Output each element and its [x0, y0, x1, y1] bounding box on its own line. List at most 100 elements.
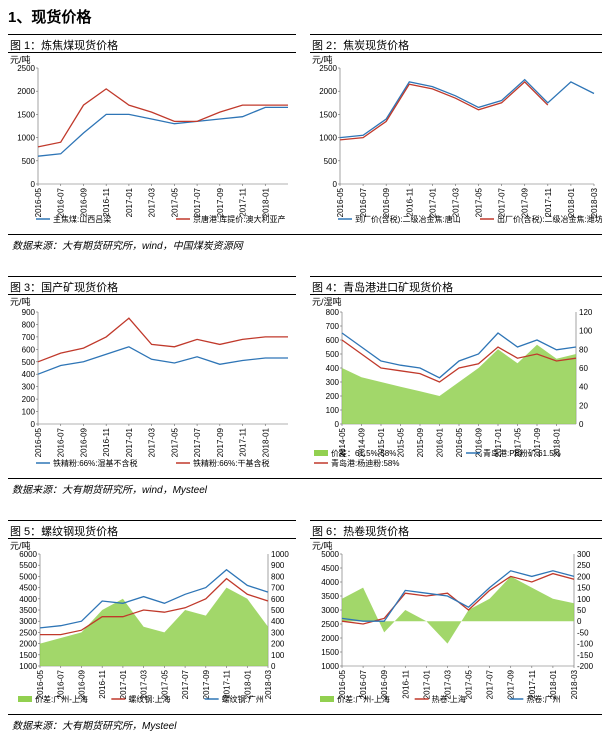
- fig6-ytick-2: 2000: [321, 634, 339, 643]
- fig4-ytick-4: 400: [326, 364, 340, 373]
- fig4-xtick-6: 2016-05: [455, 427, 464, 457]
- fig4-xtick-8: 2017-01: [494, 427, 503, 457]
- fig5-ytick-7: 4500: [19, 584, 37, 593]
- fig4-xtick-1: 2014-09: [358, 427, 367, 457]
- fig3-xtick-4: 2017-01: [125, 427, 134, 457]
- fig4-ytick-3: 300: [326, 378, 340, 387]
- fig2-xtick-10: 2018-01: [567, 187, 576, 217]
- fig2-xtick-8: 2017-09: [521, 187, 530, 217]
- fig5-y2tick-8: 800: [271, 572, 285, 581]
- fig3-xtick-5: 2017-03: [148, 427, 157, 457]
- fig1-series-1-line: [37, 88, 288, 148]
- fig6-series-2-line: [341, 570, 575, 622]
- fig3-xtick-9: 2017-11: [239, 427, 248, 456]
- fig4-y2tick-5: 100: [579, 327, 593, 336]
- fig3-ytick-5: 500: [22, 358, 36, 367]
- fig4-xtick-7: 2016-09: [475, 427, 484, 457]
- fig2-series-1-line: [339, 81, 549, 141]
- fig4-series-2-line: [341, 339, 577, 383]
- fig5-xtick-2: 2016-09: [77, 669, 86, 699]
- source-note-2: 数据来源：大有期货研究所，wind，Mysteel: [12, 485, 208, 496]
- fig5-ytick-4: 3000: [19, 617, 37, 626]
- fig6-xtick-9: 2017-11: [528, 669, 537, 698]
- fig4-xtick-5: 2016-01: [436, 427, 445, 457]
- fig1-xtick-7: 2017-07: [193, 187, 202, 217]
- fig4-y2tick-1: 20: [579, 401, 588, 410]
- fig2-ytick-1: 500: [324, 157, 338, 166]
- fig5-legend-0: 价差:广州-上海: [35, 694, 88, 704]
- fig5-ytick-10: 6000: [19, 550, 37, 559]
- fig2-ytick-4: 2000: [319, 87, 337, 96]
- fig5-series-2-line: [39, 568, 269, 629]
- fig5-xtick-1: 2016-07: [57, 669, 66, 699]
- fig3-legend-0: 铁精粉:66%:湿基不含税: [53, 458, 137, 468]
- fig4-ytick-8: 800: [326, 308, 340, 317]
- fig2-xtick-0: 2016-05: [336, 187, 345, 217]
- fig5-ytick-5: 3500: [19, 606, 37, 615]
- fig1-title: 图 1：炼焦煤现货价格: [10, 40, 119, 52]
- fig3-top-rule: [8, 276, 296, 277]
- fig3-ytick-1: 100: [22, 408, 36, 417]
- fig6-xtick-4: 2017-01: [422, 669, 431, 699]
- fig3-title-rule: [8, 294, 296, 295]
- source-note-3: 数据来源：大有期货研究所，Mysteel: [12, 721, 177, 732]
- fig2-legend-0: 到厂价(含税):二级冶金焦:唐山: [355, 214, 461, 224]
- fig2-xtick-2: 2016-09: [382, 187, 391, 217]
- fig6-xtick-6: 2017-05: [465, 669, 474, 699]
- fig1-xtick-1: 2016-07: [57, 187, 66, 217]
- fig3-ytick-0: 0: [31, 420, 36, 429]
- fig5-series-1-line: [40, 577, 269, 636]
- fig4-xtick-11: 2018-01: [553, 427, 562, 457]
- fig6-xtick-3: 2016-11: [401, 669, 410, 698]
- fig2-ytick-2: 1000: [319, 134, 337, 143]
- fig6-xtick-8: 2017-09: [507, 669, 516, 699]
- fig5-top-rule: [8, 520, 296, 521]
- fig4-xtick-2: 2015-01: [377, 427, 386, 457]
- fig4-ytick-1: 100: [326, 406, 340, 415]
- fig6-legend-0: 价差:广州-上海: [337, 694, 390, 704]
- fig5-series-0-area: [40, 587, 268, 666]
- fig3-xtick-6: 2017-05: [170, 427, 179, 457]
- fig5-y2tick-10: 1000: [271, 550, 289, 559]
- fig3-xtick-2: 2016-09: [79, 427, 88, 457]
- fig1-legend-0: 主焦煤:山西吕梁: [53, 214, 111, 224]
- fig4-ylabel: 元/湿吨: [312, 296, 342, 307]
- fig4-top-rule: [310, 276, 602, 277]
- section-title: 1、现货价格: [8, 9, 92, 26]
- fig1-ytick-0: 0: [31, 180, 36, 189]
- fig4-chart: 元/湿吨 0 100 200 300 400 500 600 700 800 0 20 40 60 80 10…: [312, 296, 593, 468]
- fig1-ytick-4: 2000: [17, 87, 35, 96]
- fig6-series-0-area: [342, 576, 574, 644]
- fig6-ytick-6: 4000: [321, 578, 339, 587]
- fig6-title: 图 6：热卷现货价格: [312, 526, 410, 538]
- fig6-y2tick-7: 150: [577, 584, 591, 593]
- row2-bottom-rule: [8, 478, 602, 479]
- fig4-y2tick-6: 120: [579, 308, 593, 317]
- fig6-ytick-7: 4500: [321, 564, 339, 573]
- fig3-xtick-1: 2016-07: [57, 427, 66, 457]
- fig5-y2tick-7: 700: [271, 584, 285, 593]
- fig1-xtick-3: 2016-11: [102, 187, 111, 216]
- fig6-y2tick-8: 200: [577, 572, 591, 581]
- fig2-series-0-line: [339, 78, 595, 139]
- fig3-series-0-line: [37, 346, 288, 375]
- fig6-ytick-4: 3000: [321, 606, 339, 615]
- fig2-top-rule: [310, 34, 602, 35]
- row1-bottom-rule: [8, 234, 602, 235]
- fig1-xtick-6: 2017-05: [170, 187, 179, 217]
- fig2-xtick-5: 2017-03: [451, 187, 460, 217]
- fig6-xtick-11: 2018-03: [570, 669, 579, 699]
- fig5-xtick-7: 2017-07: [181, 669, 190, 699]
- fig6-xtick-5: 2017-03: [443, 669, 452, 699]
- fig5-title-rule: [8, 538, 296, 539]
- fig6-ytick-8: 5000: [321, 550, 339, 559]
- fig2-chart: 元/吨 0 500 1000 1500 2000 2500 2016-05 2016-07 201…: [312, 54, 602, 224]
- fig1-xtick-9: 2017-11: [239, 187, 248, 216]
- fig5-xtick-10: 2018-01: [243, 669, 252, 699]
- fig6-y2tick-9: 250: [577, 561, 591, 570]
- fig4-ytick-5: 500: [326, 350, 340, 359]
- fig2-ytick-0: 0: [333, 180, 338, 189]
- fig2-xtick-6: 2017-05: [475, 187, 484, 217]
- fig3-title: 图 3：国产矿现货价格: [10, 282, 119, 294]
- fig5-xtick-9: 2017-11: [223, 669, 232, 698]
